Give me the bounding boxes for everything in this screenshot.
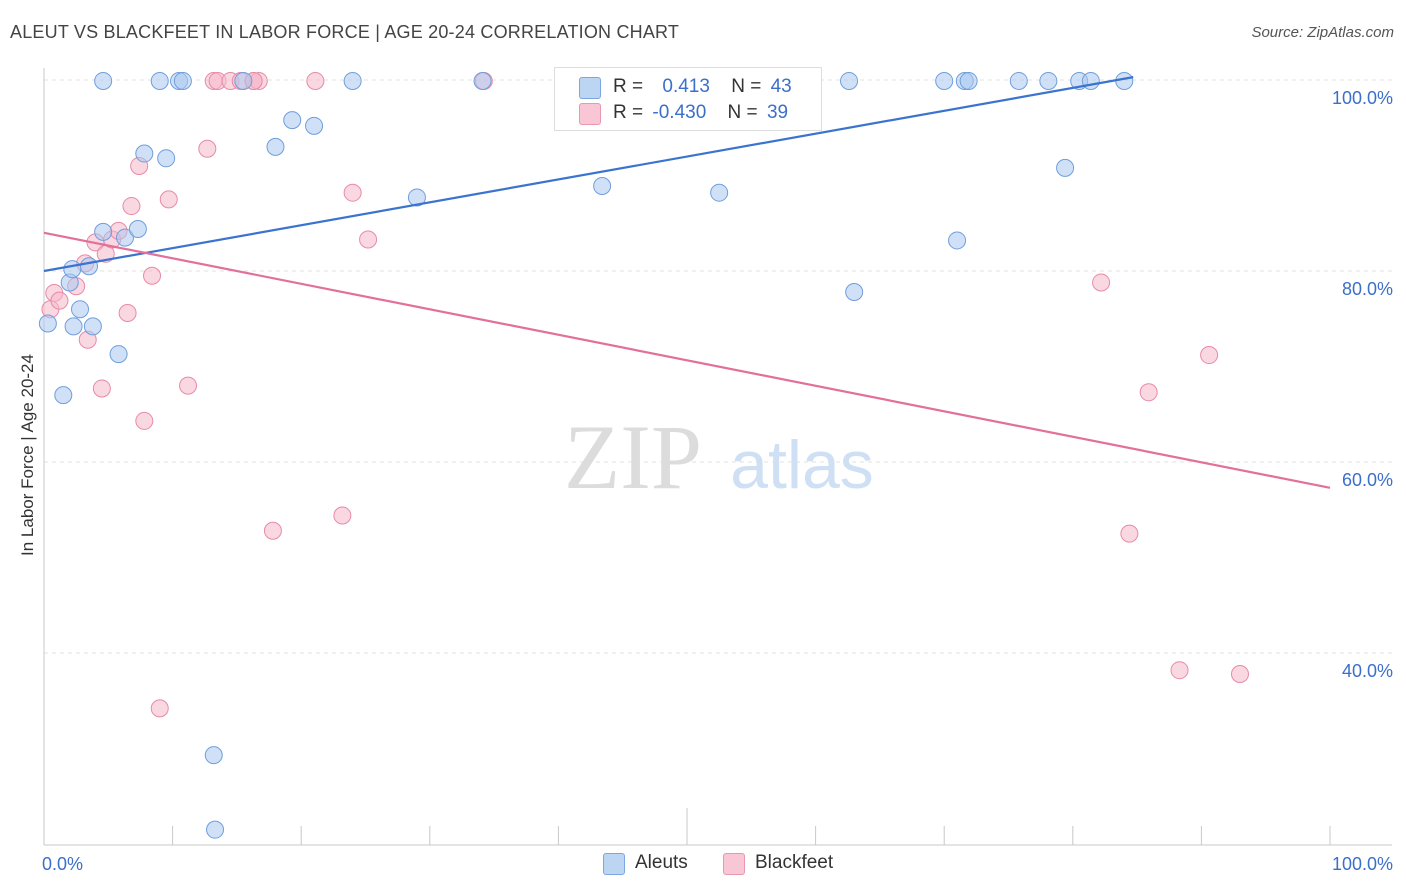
aleuts-point (63, 260, 82, 279)
aleuts-n-value: 43 (770, 76, 792, 97)
r-label: R = (613, 76, 644, 97)
blackfeet-point (92, 379, 111, 398)
blackfeet-point (159, 190, 178, 209)
aleuts-point (234, 71, 253, 90)
blackfeet-swatch (579, 103, 601, 125)
aleuts-point (593, 177, 612, 196)
aleuts-point (94, 222, 113, 241)
blackfeet-point (1200, 346, 1219, 365)
blackfeet-point (306, 71, 325, 90)
aleuts-point (283, 111, 302, 130)
aleuts-r-value: 0.413 (662, 76, 710, 97)
blackfeet-point (333, 506, 352, 525)
aleuts-point (64, 317, 83, 336)
blackfeet-point (263, 521, 282, 540)
aleuts-point (1039, 71, 1058, 90)
aleuts-legend-label: Aleuts (635, 852, 688, 873)
trend-lines (43, 76, 1331, 489)
blackfeet-r-value: -0.430 (652, 102, 707, 123)
blackfeet-point (198, 139, 217, 158)
aleuts-legend-swatch (603, 853, 625, 875)
blackfeet-n-value: 39 (766, 102, 789, 123)
aleuts-point (407, 188, 426, 207)
x-tick-label: 100.0% (1332, 854, 1393, 874)
aleuts-trend-line (43, 76, 1134, 273)
blackfeet-point (1120, 524, 1139, 543)
aleuts-point (1009, 71, 1028, 90)
aleuts-point (94, 71, 113, 90)
aleuts-point (150, 71, 169, 90)
y-tick-label: 80.0% (1342, 279, 1393, 299)
aleuts-point (1081, 71, 1100, 90)
blackfeet-point (343, 183, 362, 202)
aleuts-point (80, 257, 99, 276)
aleuts-point (305, 116, 324, 135)
aleuts-point (109, 345, 128, 364)
y-tick-label: 100.0% (1332, 88, 1393, 108)
n-label: N = (727, 102, 758, 123)
blackfeet-trend-line (43, 231, 1331, 489)
aleuts-point (1056, 158, 1075, 177)
y-tick-label: 60.0% (1342, 470, 1393, 490)
blackfeet-point (122, 197, 141, 216)
aleuts-point (840, 71, 859, 90)
blackfeet-point (118, 304, 137, 323)
blackfeet-point (1092, 273, 1111, 292)
aleuts-point (157, 149, 176, 168)
blackfeet-point (135, 411, 154, 430)
aleuts-point (173, 71, 192, 90)
aleuts-point (38, 314, 57, 333)
aleuts-point (71, 300, 90, 319)
watermark-zip: ZIP (564, 406, 702, 508)
aleuts-point (935, 71, 954, 90)
aleuts-point (948, 231, 967, 250)
blackfeet-legend-label: Blackfeet (755, 852, 834, 873)
blackfeet-point (1139, 383, 1158, 402)
blackfeet-point (150, 699, 169, 718)
r-label: R = (613, 102, 644, 123)
blackfeet-legend-swatch (723, 853, 745, 875)
aleuts-point (266, 137, 285, 156)
aleuts-point (135, 144, 154, 163)
aleuts-point (1115, 71, 1134, 90)
aleuts-point (116, 228, 135, 247)
aleuts-point (845, 283, 864, 302)
aleuts-point (204, 746, 223, 765)
watermark-atlas: atlas (730, 427, 874, 503)
aleuts-point (54, 386, 73, 405)
aleuts-point (83, 317, 102, 336)
blackfeet-point (359, 230, 378, 249)
aleuts-point (473, 71, 492, 90)
x-tick-label: 0.0% (42, 854, 83, 874)
blackfeet-point (50, 291, 69, 310)
aleuts-point (128, 219, 147, 238)
blackfeet-point (179, 376, 198, 395)
aleuts-swatch (579, 77, 601, 99)
axes (43, 68, 1392, 846)
n-label: N = (731, 76, 762, 97)
watermark: ZIP atlas (564, 406, 874, 508)
aleuts-point (206, 820, 225, 839)
y-axis-label: In Labor Force | Age 20-24 (18, 354, 37, 556)
tick-labels: 40.0% 60.0% 80.0% 100.0% 0.0% 100.0% (42, 88, 1393, 874)
grid-lines (44, 79, 1392, 654)
y-tick-label: 40.0% (1342, 661, 1393, 681)
blackfeet-point (1170, 661, 1189, 680)
source-label: Source: ZipAtlas.com (1251, 24, 1394, 41)
aleuts-point (343, 71, 362, 90)
aleuts-point (959, 71, 978, 90)
correlation-legend: R = 0.413 N = 43 R = -0.430 N = 39 (554, 67, 822, 131)
blackfeet-point (143, 266, 162, 285)
aleuts-point (710, 183, 729, 202)
chart-title: ALEUT VS BLACKFEET IN LABOR FORCE | AGE … (10, 22, 680, 42)
blackfeet-point (1230, 665, 1249, 684)
